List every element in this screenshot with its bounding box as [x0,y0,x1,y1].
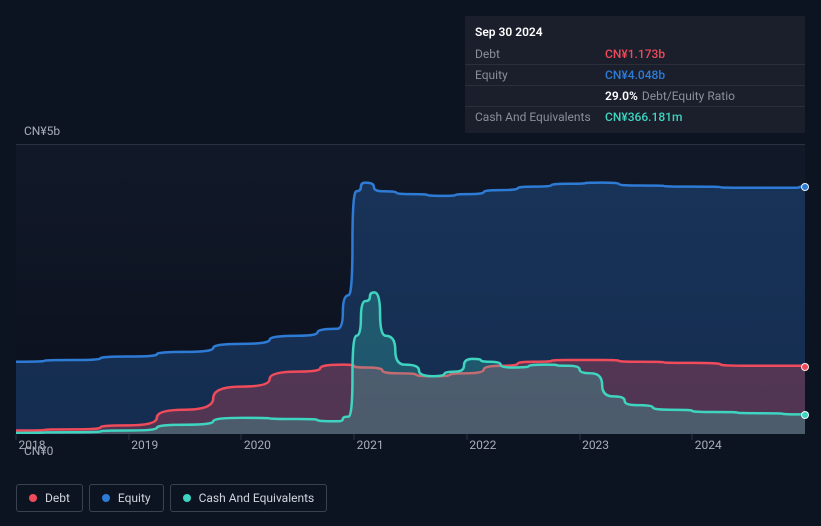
tooltip-row-equity: Equity CN¥4.048b [465,65,805,86]
legend-label: Cash And Equivalents [199,491,315,505]
y-axis-top-label: CN¥5b [24,124,60,138]
tooltip-date: Sep 30 2024 [465,22,805,44]
legend-label: Equity [118,491,151,505]
legend-item-debt[interactable]: Debt [16,484,83,512]
summary-tooltip: Sep 30 2024 Debt CN¥1.173b Equity CN¥4.0… [465,16,805,133]
x-axis-tick [579,434,580,440]
legend-item-cash-and-equivalents[interactable]: Cash And Equivalents [170,484,328,512]
series-end-dot-cash-and-equivalents [801,411,809,419]
legend-swatch [183,494,191,502]
x-axis-tick [16,434,17,440]
x-axis-label: 2018 [19,438,46,452]
x-axis-label: 2023 [582,438,609,452]
tooltip-row-ratio: 29.0% Debt/Equity Ratio [465,86,805,107]
legend-swatch [102,494,110,502]
tooltip-value-debt: CN¥1.173b [605,47,665,61]
x-axis-labels: 2018 2019 2020 2021 2022 2023 2024 [16,438,805,456]
x-axis-tick [354,434,355,440]
tooltip-label: Equity [475,68,605,82]
series-end-dot-debt [801,363,809,371]
x-axis-tick [692,434,693,440]
x-axis-label: 2019 [131,438,158,452]
tooltip-ratio-label: Debt/Equity Ratio [642,89,735,103]
x-axis-label: 2024 [695,438,722,452]
x-axis-label: 2021 [357,438,384,452]
x-axis-tick [466,434,467,440]
legend-item-equity[interactable]: Equity [89,484,164,512]
tooltip-ratio-value: 29.0% [605,89,638,103]
x-axis-tick [241,434,242,440]
legend-swatch [29,494,37,502]
x-axis-label: 2020 [244,438,271,452]
x-axis-tick [128,434,129,440]
plot-area[interactable] [16,144,805,434]
chart-legend: Debt Equity Cash And Equivalents [16,484,327,512]
chart-area: CN¥5b CN¥0 2018201920202021202220232024 [0,118,805,478]
x-axis-label: 2022 [469,438,496,452]
legend-label: Debt [45,491,70,505]
tooltip-row-debt: Debt CN¥1.173b [465,44,805,65]
tooltip-value-equity: CN¥4.048b [605,68,665,82]
series-end-dot-equity [801,183,809,191]
tooltip-label [475,89,605,103]
tooltip-label: Debt [475,47,605,61]
